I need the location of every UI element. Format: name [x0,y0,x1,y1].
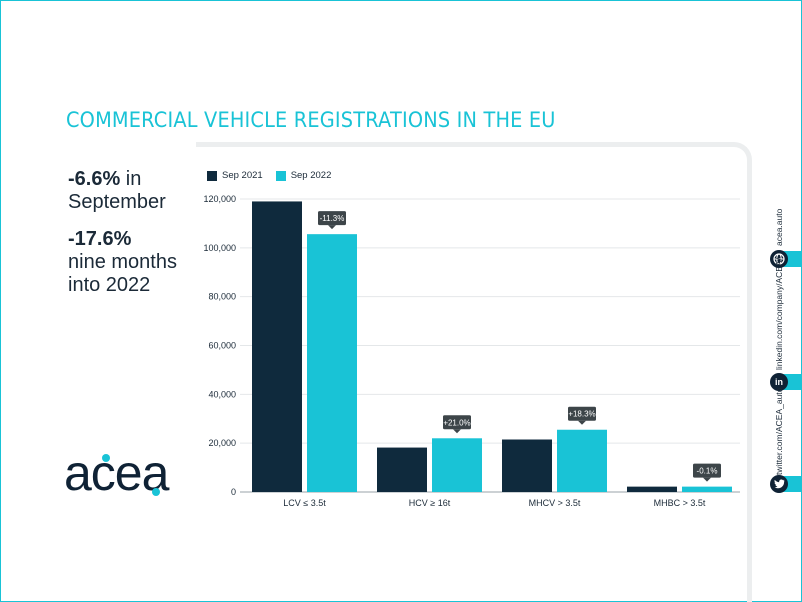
y-tick-label: 80,000 [208,292,236,302]
x-tick-label: MHCV > 3.5t [529,498,581,508]
bar-sep-2021 [252,201,302,493]
change-label-pointer [578,420,586,425]
legend-swatch-sep-2022 [275,170,286,181]
y-tick-label: 40,000 [208,389,236,399]
y-tick-label: 60,000 [208,341,236,351]
y-tick-label: 20,000 [208,438,236,448]
change-label-pointer [453,429,461,434]
change-label-pointer [703,477,711,482]
stat-september-value: -6.6% [68,168,121,190]
stat-nine-months-text: nine months into 2022 [68,251,177,296]
y-tick-label: 120,000 [203,194,236,204]
change-label-box [568,406,596,421]
bar-sep-2022 [557,429,607,492]
legend-item-sep-2021: Sep 2021 [207,170,263,181]
acea-logo-mark: acea [64,445,171,501]
social-links: acea.auto linkedin.com/company/ACEA/ in … [770,190,802,510]
change-label: +18.3% [568,410,595,419]
bar-sep-2021 [627,486,677,492]
stat-september: -6.6% in September [68,168,193,214]
x-tick-label: LCV ≤ 3.5t [283,498,326,508]
legend-label-sep-2021: Sep 2021 [222,170,263,181]
change-label-pointer [328,225,336,230]
legend-label-sep-2022: Sep 2022 [290,170,332,181]
bar-sep-2022 [432,438,482,492]
legend-item-sep-2022: Sep 2022 [275,170,332,181]
bar-sep-2022 [682,486,732,492]
y-tick-label: 100,000 [203,243,236,253]
bar-sep-2021 [377,447,427,492]
acea-logo: acea [64,445,182,503]
logo-dot-2 [152,488,160,496]
chart-panel-border [196,142,752,602]
change-label: -0.1% [697,467,718,476]
twitter-link-text[interactable]: twitter.com/ACEA_auto [774,387,784,475]
change-label: -11.3% [320,214,345,223]
y-tick-label: 0 [231,487,236,497]
linkedin-icon[interactable]: in [770,373,788,391]
bar-sep-2022 [307,234,357,492]
legend-swatch-sep-2021 [207,170,217,181]
stat-september-text: in September [68,168,166,213]
globe-icon[interactable] [770,250,788,268]
stat-nine-months-value: -17.6% [68,228,132,250]
bar-sep-2021 [502,439,552,492]
change-label: +21.0% [443,418,470,427]
twitter-icon[interactable] [770,475,788,493]
x-tick-label: MHBC > 3.5t [654,498,706,508]
chart-legend: Sep 2021 Sep 2022 [207,170,344,181]
logo-dot-1 [102,454,110,462]
change-label-box [443,415,471,430]
page-title: COMMERCIAL VEHICLE REGISTRATIONS IN THE … [66,108,556,132]
stat-nine-months: -17.6% nine months into 2022 [68,228,193,297]
change-label-box [693,463,721,478]
key-stats: -6.6% in September -17.6% nine months in… [68,168,193,311]
linkedin-link-text[interactable]: linkedin.com/company/ACEA/ [774,258,784,370]
x-tick-label: HCV ≥ 16t [409,498,451,508]
change-label-box [318,211,346,226]
web-link-text[interactable]: acea.auto [774,208,784,246]
